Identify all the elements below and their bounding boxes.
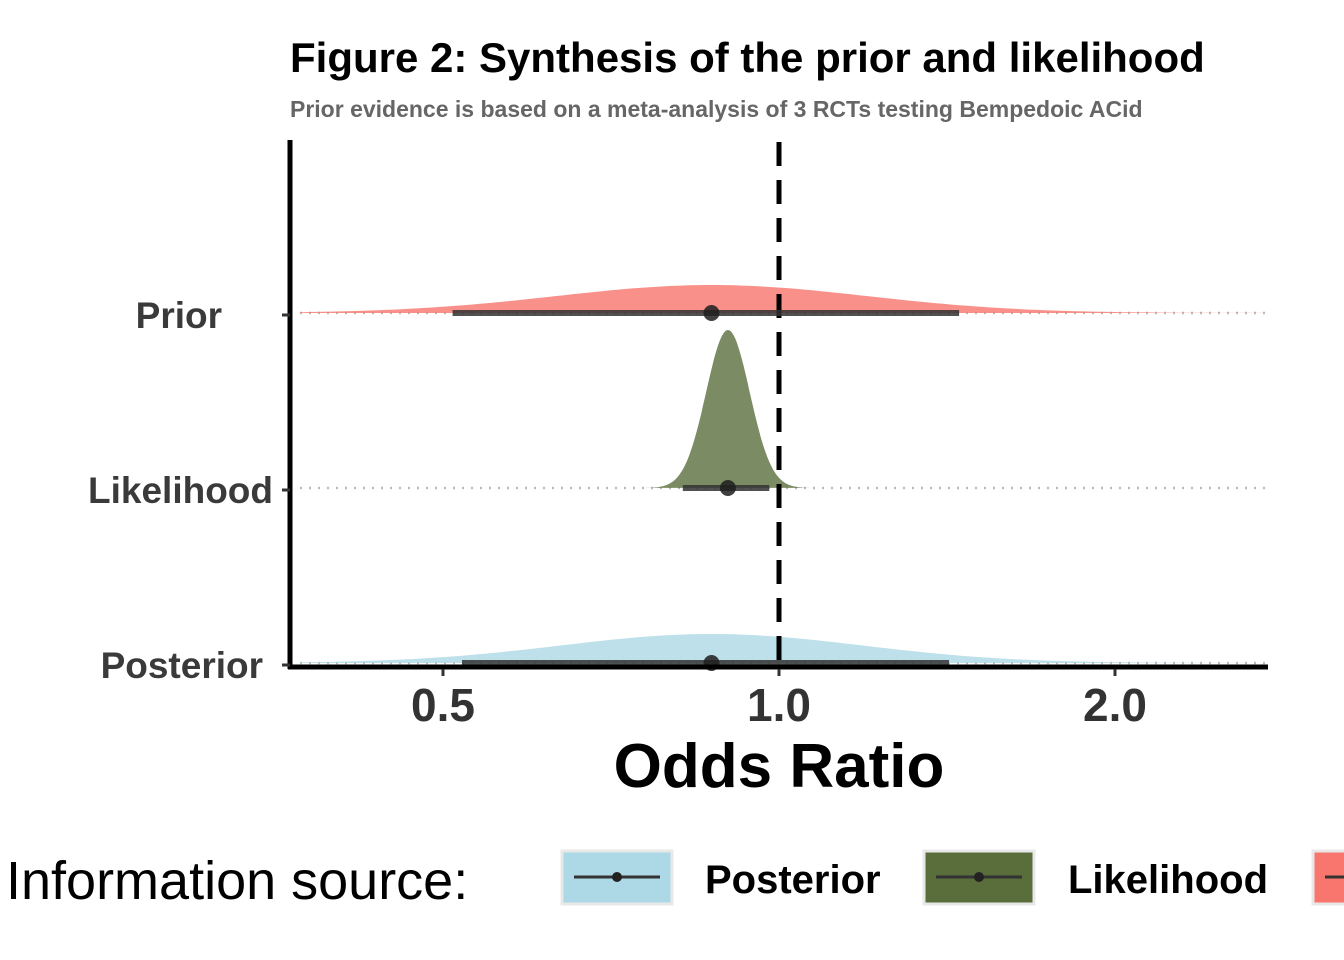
point-estimate-likelihood (719, 480, 736, 496)
legend-label: Likelihood (1068, 858, 1268, 902)
chart-subtitle: Prior evidence is based on a meta-analys… (290, 96, 1143, 122)
legend: Information source: PosteriorLikelihoodP… (6, 849, 1344, 911)
legend-key-point (974, 872, 984, 882)
density-likelihood (640, 330, 816, 488)
plot-area: Prior Likelihood Posterior 0.5 1.0 2.0 (88, 140, 1268, 731)
x-tick-label: 0.5 (411, 679, 475, 731)
density-prior (300, 285, 1265, 313)
y-tick-label-likelihood: Likelihood (88, 470, 273, 511)
density-areas (300, 285, 1265, 663)
y-tick-label-prior: Prior (136, 295, 222, 336)
grid-lines (300, 311, 1265, 665)
legend-entry-prior: Prior (1311, 849, 1344, 906)
x-tick-label: 2.0 (1083, 679, 1147, 731)
x-tick-label: 1.0 (747, 679, 811, 731)
legend-entries: Posterior Likelihood Prior (560, 849, 1344, 906)
legend-key-point (612, 872, 622, 882)
legend-entry-posterior: Posterior (560, 849, 881, 906)
interval-bars (452, 305, 960, 671)
legend-title: Information source: (6, 851, 468, 911)
y-tick-label-posterior: Posterior (101, 645, 263, 686)
chart-title: Figure 2: Synthesis of the prior and lik… (290, 34, 1205, 81)
legend-label: Posterior (705, 858, 881, 902)
density-posterior (300, 634, 1265, 663)
x-axis-ticks: 0.5 1.0 2.0 (411, 669, 1147, 731)
y-axis-ticks: Prior Likelihood Posterior (88, 295, 290, 686)
point-estimate-prior (703, 305, 720, 321)
legend-entry-likelihood: Likelihood (922, 849, 1268, 906)
x-axis-title: Odds Ratio (614, 732, 945, 801)
